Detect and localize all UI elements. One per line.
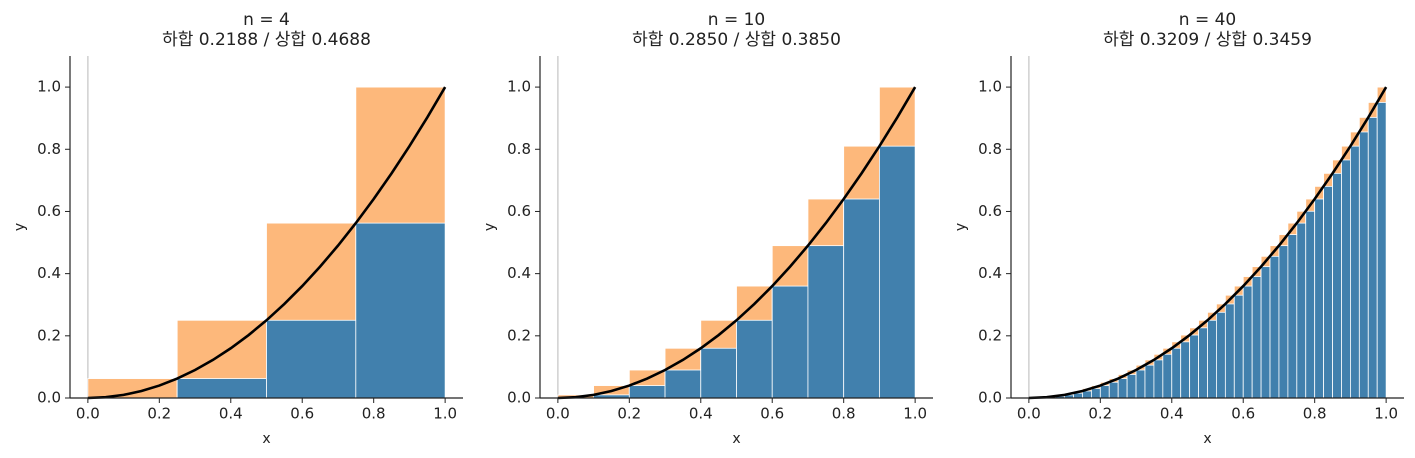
y-tick-label: 0.6 [507, 202, 531, 220]
bar [1207, 319, 1217, 399]
x-tick-label: 0.0 [546, 405, 570, 423]
chart-subtitle: 하합 0.3209 / 상합 0.3459 [1103, 30, 1312, 50]
bar [1126, 374, 1137, 399]
x-tick-label: 1.0 [433, 405, 457, 423]
bar [664, 369, 702, 399]
x-tick-label: 0.2 [617, 405, 641, 423]
y-tick-label: 1.0 [507, 78, 531, 96]
y-tick-label: 0.4 [37, 264, 61, 282]
bar [1287, 234, 1298, 399]
x-axis-label: x [262, 431, 270, 447]
bar [1090, 388, 1101, 399]
bar [1350, 145, 1360, 399]
bar [1233, 294, 1244, 399]
bar [1341, 159, 1351, 399]
x-tick-label: 0.6 [290, 405, 314, 423]
chart-title: n = 4 [243, 10, 290, 30]
chart-subtitle: 하합 0.2188 / 상합 0.4688 [162, 30, 371, 50]
bar [1305, 210, 1316, 399]
bar [1332, 172, 1342, 399]
bar [1242, 285, 1253, 399]
y-tick-label: 0.8 [978, 140, 1002, 158]
x-tick-label: 0.2 [1088, 405, 1112, 423]
bar [700, 347, 737, 399]
bar [1296, 222, 1307, 399]
bar [628, 385, 666, 399]
bar [1314, 198, 1325, 399]
bar [1216, 311, 1226, 399]
x-axis-label: x [1203, 431, 1211, 447]
bar [1117, 378, 1128, 399]
chart-title: n = 40 [1179, 10, 1236, 30]
bar [807, 245, 845, 399]
x-tick-label: 1.0 [1374, 405, 1398, 423]
x-tick-label: 0.4 [689, 405, 713, 423]
x-tick-label: 0.2 [147, 405, 171, 423]
bar [1144, 364, 1155, 399]
bar [266, 319, 357, 399]
y-tick-label: 0.0 [978, 389, 1002, 407]
bar [1189, 334, 1199, 399]
curve [87, 86, 447, 400]
x-tick-label: 0.4 [219, 405, 243, 423]
bar [1171, 347, 1182, 399]
y-tick-label: 0.0 [507, 389, 531, 407]
x-tick-label: 0.8 [832, 405, 856, 423]
bar [176, 378, 267, 399]
bar [1376, 102, 1387, 399]
y-tick-label: 0.4 [978, 264, 1002, 282]
bar [1251, 276, 1262, 399]
x-tick-label: 0.6 [760, 405, 784, 423]
curve [1028, 86, 1388, 400]
y-tick-label: 0.2 [507, 326, 531, 344]
y-tick-label: 1.0 [37, 78, 61, 96]
x-axis-label: x [732, 431, 740, 447]
y-axis-label: y [482, 223, 498, 231]
y-tick-label: 0.6 [37, 202, 61, 220]
bar [1323, 185, 1333, 399]
bar [1099, 385, 1110, 399]
bar [1162, 353, 1173, 399]
y-tick-label: 0.6 [978, 202, 1002, 220]
x-tick-label: 0.4 [1160, 405, 1184, 423]
x-tick-label: 0.8 [1303, 405, 1327, 423]
chart-subtitle: 하합 0.2850 / 상합 0.3850 [632, 30, 841, 50]
bar [771, 285, 809, 399]
x-tick-label: 1.0 [903, 405, 927, 423]
bar [87, 378, 178, 399]
y-tick-label: 0.8 [507, 140, 531, 158]
bar [843, 198, 880, 399]
bar [1367, 117, 1378, 399]
x-tick-label: 0.8 [362, 405, 386, 423]
y-tick-label: 0.2 [37, 326, 61, 344]
y-tick-label: 0.8 [37, 140, 61, 158]
y-axis-label: y [12, 223, 28, 231]
chart-title: n = 10 [708, 10, 765, 30]
bar [1358, 131, 1369, 399]
curve [557, 86, 917, 400]
bar [736, 319, 773, 399]
bar [1269, 255, 1280, 399]
bar [1278, 245, 1289, 399]
bar [1198, 327, 1208, 399]
bar [1224, 303, 1235, 399]
y-axis-label: y [953, 223, 969, 231]
x-tick-label: 0.6 [1231, 405, 1255, 423]
y-tick-label: 0.4 [507, 264, 531, 282]
bar [1135, 369, 1146, 399]
y-tick-label: 0.2 [978, 326, 1002, 344]
bar [879, 145, 916, 399]
bar [1260, 266, 1271, 399]
y-tick-label: 0.0 [37, 389, 61, 407]
x-tick-label: 0.0 [76, 405, 100, 423]
bar [355, 222, 446, 399]
bar [1082, 390, 1092, 399]
bar [1180, 341, 1191, 399]
x-tick-label: 0.0 [1017, 405, 1041, 423]
bar [1153, 359, 1164, 399]
y-tick-label: 1.0 [978, 78, 1002, 96]
bar [1108, 381, 1119, 399]
